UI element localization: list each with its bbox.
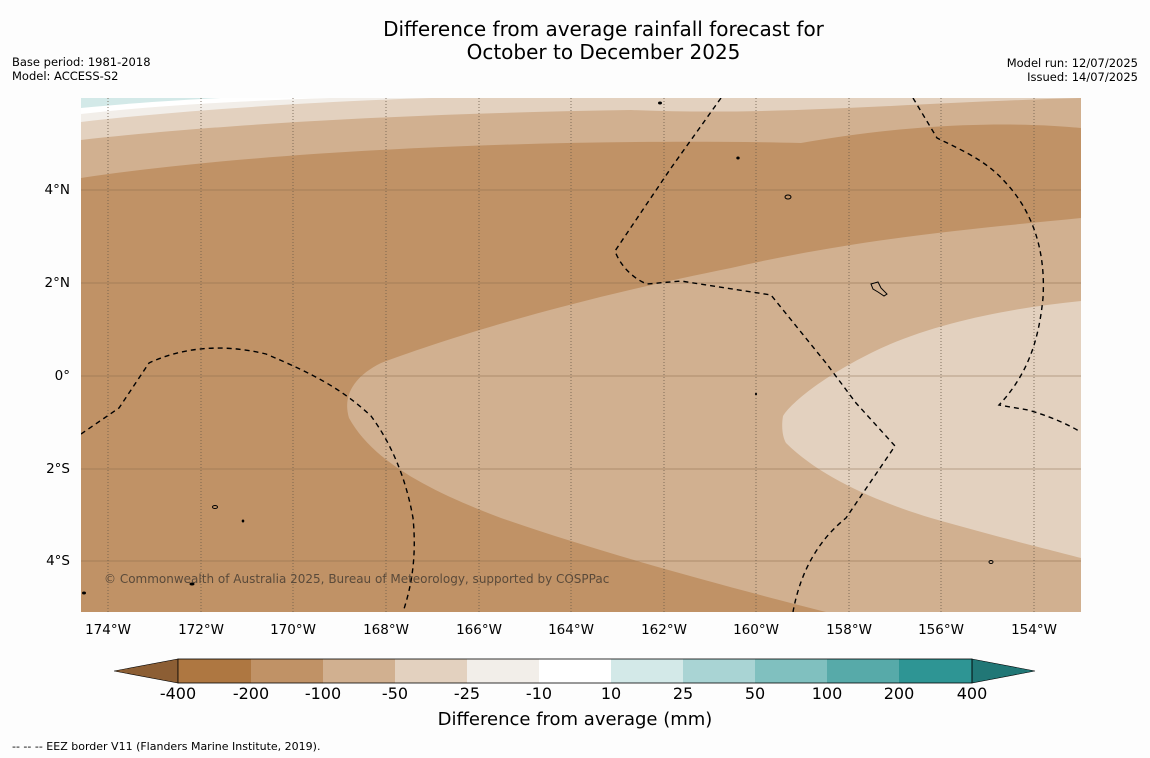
lon-label-158w: 158°W — [826, 622, 872, 638]
colorbar-tick: 200 — [883, 684, 915, 703]
colorbar-outline — [177, 658, 973, 684]
region-north-plus-10-to-25 — [81, 98, 221, 108]
lat-label-2n: 2°N — [44, 275, 70, 291]
colorbar-tick: 10 — [600, 684, 622, 703]
colorbar-swatch — [178, 659, 251, 683]
colorbar-tick: -25 — [453, 684, 481, 703]
eez-borders — [81, 98, 1080, 612]
lon-label-174w: 174°W — [85, 622, 131, 638]
colorbar-tick: -10 — [525, 684, 553, 703]
colorbar-swatch — [683, 659, 755, 683]
colorbar-swatch — [539, 659, 611, 683]
region-north-minus-50-to-25 — [81, 98, 1081, 140]
graticule-lat — [81, 189, 1081, 562]
lon-label-172w: 172°W — [178, 622, 224, 638]
model-name: Model: ACCESS-S2 — [12, 69, 119, 83]
lon-label-170w: 170°W — [270, 622, 316, 638]
lat-label-4n: 4°N — [44, 182, 70, 198]
colorbar-swatch — [251, 659, 323, 683]
island — [736, 156, 740, 160]
lon-label-164w: 164°W — [548, 622, 594, 638]
lat-label-0: 0° — [54, 368, 70, 384]
colorbar-tick: -400 — [159, 684, 197, 703]
eez-legend-note: -- -- -- EEZ border V11 (Flanders Marine… — [12, 740, 321, 753]
island — [189, 582, 195, 586]
island — [988, 560, 994, 564]
colorbar-tick: -50 — [381, 684, 409, 703]
colorbar-extend-low — [113, 658, 179, 684]
map-svg — [81, 98, 1081, 612]
colorbar-swatch — [467, 659, 539, 683]
colorbar-swatch — [395, 659, 467, 683]
map-title: Difference from average rainfall forecas… — [0, 18, 1150, 64]
island — [82, 591, 86, 595]
island — [658, 101, 662, 105]
colorbar-tick: 25 — [672, 684, 694, 703]
colorbar-tick: 100 — [811, 684, 843, 703]
model-info: Base period: 1981-2018 Model: ACCESS-S2 — [12, 55, 151, 83]
model-run: Model run: 12/07/2025 — [1006, 56, 1138, 70]
lat-label-4s: 4°S — [46, 553, 70, 569]
colorbar-swatch — [323, 659, 395, 683]
island — [784, 194, 792, 200]
colorbar-swatch — [899, 659, 972, 683]
colorbar-label: Difference from average (mm) — [437, 709, 713, 730]
island — [241, 519, 245, 523]
island — [754, 392, 758, 396]
island — [212, 505, 218, 509]
lon-label-162w: 162°W — [641, 622, 687, 638]
lon-label-156w: 156°W — [918, 622, 964, 638]
lon-label-160w: 160°W — [733, 622, 779, 638]
colorbar-swatch — [755, 659, 827, 683]
colorbar-swatch — [611, 659, 683, 683]
title-line-2: October to December 2025 — [466, 40, 741, 64]
title-line-1: Difference from average rainfall forecas… — [383, 17, 824, 41]
run-info: Model run: 12/07/2025 Issued: 14/07/2025 — [1007, 56, 1138, 84]
colorbar-tick: 400 — [956, 684, 988, 703]
colorbar-tick: -200 — [232, 684, 270, 703]
lon-label-154w: 154°W — [1011, 622, 1057, 638]
colorbar-swatch — [827, 659, 899, 683]
region-equatorial-minus-100-to-50 — [347, 218, 1081, 612]
colorbar-extend-high — [971, 658, 1036, 684]
base-period: Base period: 1981-2018 — [12, 55, 151, 69]
colorbar-svg — [113, 658, 1036, 684]
map-plot-area — [81, 98, 1081, 612]
lat-label-2s: 2°S — [46, 461, 70, 477]
issued-date: Issued: 14/07/2025 — [1027, 70, 1138, 84]
island — [870, 281, 888, 297]
islands — [82, 101, 994, 595]
colorbar-tick: 50 — [744, 684, 766, 703]
colorbar — [113, 658, 1036, 688]
lon-label-168w: 168°W — [363, 622, 409, 638]
lon-label-166w: 166°W — [456, 622, 502, 638]
colorbar-tick: -100 — [304, 684, 342, 703]
region-equatorial-minus-50-to-25 — [782, 301, 1081, 558]
copyright-notice: © Commonwealth of Australia 2025, Bureau… — [104, 572, 610, 586]
